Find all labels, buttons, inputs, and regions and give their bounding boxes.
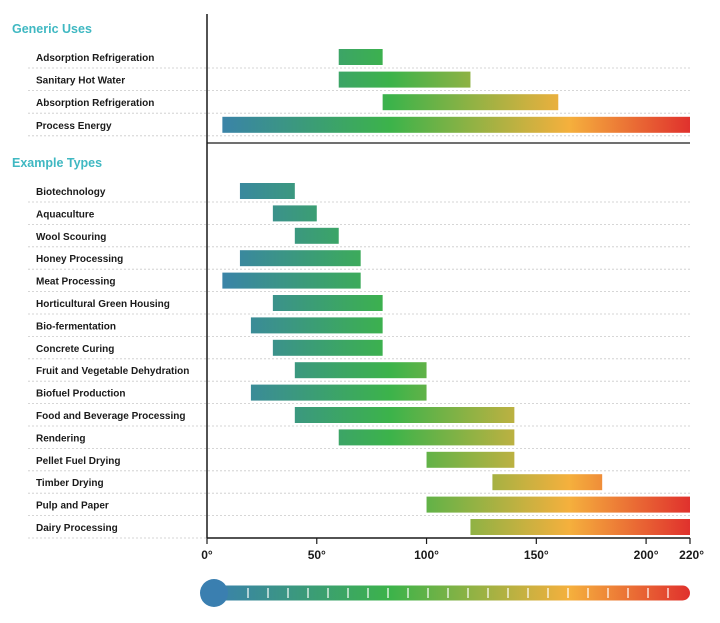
category-label: Meat Processing xyxy=(36,277,115,288)
category-label: Horticultural Green Housing xyxy=(36,299,170,310)
range-bar xyxy=(470,519,690,535)
range-bar xyxy=(272,339,383,356)
x-tick-label: 100° xyxy=(414,548,439,562)
section-title-example-types: Example Types xyxy=(12,156,102,170)
category-label: Adsorption Refrigeration xyxy=(36,53,154,64)
range-bars xyxy=(222,49,691,535)
x-tick-label: 150° xyxy=(524,548,549,562)
category-label: Pulp and Paper xyxy=(36,501,109,512)
section-title-generic-uses: Generic Uses xyxy=(12,22,92,36)
x-tick-label: 0° xyxy=(201,548,213,562)
category-label: Sanitary Hot Water xyxy=(36,76,125,87)
thermometer-scale xyxy=(200,579,690,607)
x-tick-label: 50° xyxy=(308,548,326,562)
category-label: Process Energy xyxy=(36,121,112,132)
category-label: Food and Beverage Processing xyxy=(36,411,186,422)
range-bar xyxy=(250,317,383,334)
category-label: Bio-fermentation xyxy=(36,321,116,332)
thermometer-tube xyxy=(214,585,690,601)
range-bar xyxy=(272,205,317,222)
thermometer-bulb xyxy=(200,579,228,607)
category-label: Absorption Refrigeration xyxy=(36,98,154,109)
range-bar xyxy=(239,183,295,199)
x-tick-label: 200° xyxy=(634,548,659,562)
range-bar xyxy=(426,451,515,468)
range-bar xyxy=(338,49,383,65)
range-bar xyxy=(338,71,471,88)
range-bar xyxy=(222,272,361,289)
category-labels: Adsorption Refrigeration Sanitary Hot Wat… xyxy=(36,53,189,534)
range-bar xyxy=(294,362,427,379)
range-bar xyxy=(222,116,691,133)
category-label: Aquaculture xyxy=(36,209,95,220)
category-label: Dairy Processing xyxy=(36,523,118,534)
range-bar xyxy=(272,295,383,311)
range-bar xyxy=(294,407,515,423)
category-label: Biotechnology xyxy=(36,187,106,198)
range-bar xyxy=(239,250,361,267)
category-label: Pellet Fuel Drying xyxy=(36,456,120,467)
category-label: Fruit and Vegetable Dehydration xyxy=(36,366,189,377)
category-label: Concrete Curing xyxy=(36,344,114,355)
category-label: Honey Processing xyxy=(36,254,123,265)
range-bar xyxy=(382,94,559,111)
range-bar xyxy=(250,384,427,401)
range-bar xyxy=(338,429,515,446)
category-label: Wool Scouring xyxy=(36,232,106,243)
range-bar xyxy=(426,496,690,513)
range-bar xyxy=(492,474,603,491)
category-label: Biofuel Production xyxy=(36,389,125,400)
x-tick-label: 220° xyxy=(679,548,704,562)
x-axis-ticks: 0° 50° 100° 150° 200° 220° xyxy=(201,538,704,562)
category-label: Timber Drying xyxy=(36,478,104,489)
range-bar xyxy=(294,227,339,244)
category-label: Rendering xyxy=(36,433,85,444)
